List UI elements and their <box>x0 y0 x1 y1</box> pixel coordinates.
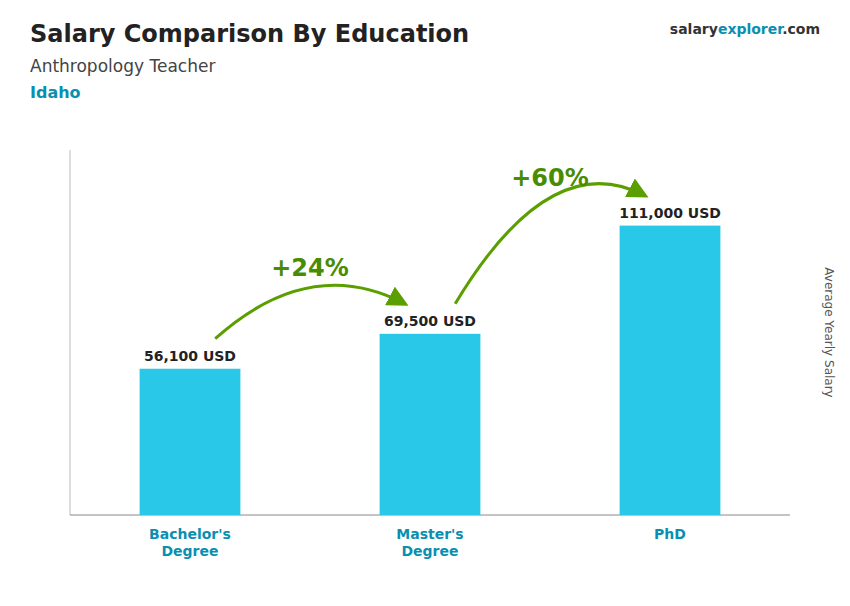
brand-part: salary <box>670 21 718 37</box>
x-tick-label: Bachelor'sDegree <box>149 526 231 559</box>
brand-part: explorer <box>718 21 784 37</box>
growth-arrow <box>215 285 405 338</box>
bars <box>140 226 721 515</box>
growth-label: +24% <box>271 254 349 282</box>
growth-label: +60% <box>511 164 589 192</box>
x-tick-label-line: Bachelor's <box>149 526 231 542</box>
y-axis-label: Average Yearly Salary <box>822 267 836 397</box>
bar <box>140 369 241 515</box>
x-tick-label: PhD <box>654 526 686 542</box>
subtitle: Anthropology Teacher <box>30 56 215 76</box>
bar <box>620 226 721 515</box>
brand-part: .com <box>782 21 820 37</box>
x-tick-label-line: Degree <box>401 543 458 559</box>
x-tick-label-line: Degree <box>161 543 218 559</box>
chart-container: Salary Comparison By Education Anthropolo… <box>0 0 850 606</box>
chart-svg: Salary Comparison By Education Anthropolo… <box>0 0 850 606</box>
data-label: 69,500 USD <box>384 313 476 329</box>
brand: salaryexplorer.com <box>670 21 820 37</box>
title: Salary Comparison By Education <box>30 20 469 48</box>
x-tick-label-line: Master's <box>396 526 463 542</box>
location: Idaho <box>30 83 81 102</box>
x-tick-label: Master'sDegree <box>396 526 463 559</box>
data-label: 111,000 USD <box>619 205 721 221</box>
y-axis-line <box>70 150 71 515</box>
data-label: 56,100 USD <box>144 348 236 364</box>
growth-arrow <box>455 184 645 304</box>
x-tick-label-line: PhD <box>654 526 686 542</box>
bar <box>380 334 481 515</box>
